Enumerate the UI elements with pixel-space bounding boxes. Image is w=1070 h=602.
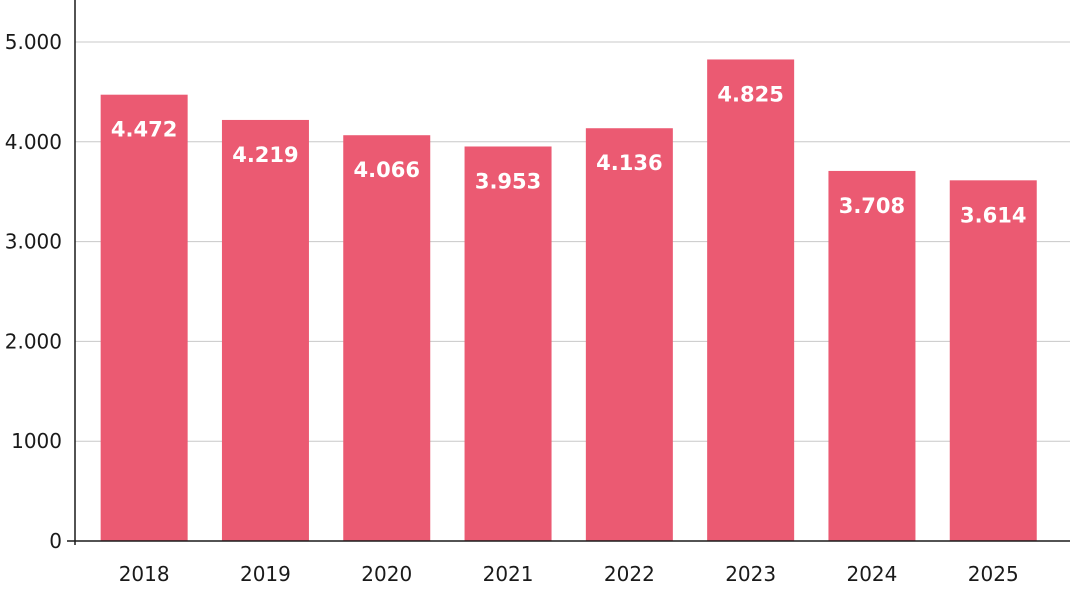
bar-value-label: 4.219	[232, 143, 298, 167]
x-tick-label: 2023	[725, 562, 776, 586]
y-tick-label: 5.000	[5, 30, 62, 54]
bar-2021	[464, 146, 552, 541]
x-axis-tick-labels: 2018 2019 2020 2021 2022 2023 2024 2025	[119, 562, 1019, 586]
bar-2019	[221, 119, 309, 542]
y-tick-label: 3.000	[5, 230, 62, 254]
y-tick-label: 0	[49, 529, 62, 553]
bar-value-labels: 4.472 4.219 4.066 3.953 4.136 4.825 3.708 3.614	[111, 82, 1027, 227]
bar-2018	[100, 94, 188, 541]
x-tick-label: 2018	[119, 562, 170, 586]
bar-value-label: 3.953	[475, 169, 541, 193]
bar-2020	[343, 135, 431, 541]
x-tick-label: 2024	[846, 562, 897, 586]
y-tick-label: 4.000	[5, 130, 62, 154]
bar-value-label: 4.066	[354, 158, 420, 182]
bar-2022	[585, 128, 673, 541]
y-tick-label: 1000	[11, 429, 62, 453]
x-tick-label: 2025	[968, 562, 1019, 586]
y-axis-tick-labels: 0 1000 2.000 3.000 4.000 5.000	[5, 30, 62, 553]
bar-2025	[949, 180, 1037, 541]
x-tick-label: 2019	[240, 562, 291, 586]
bar-value-label: 4.136	[596, 151, 662, 175]
y-tick-label: 2.000	[5, 329, 62, 353]
x-tick-label: 2020	[361, 562, 412, 586]
bar-value-label: 3.614	[960, 203, 1026, 227]
bar-value-label: 4.472	[111, 118, 177, 142]
axes	[67, 0, 1070, 545]
x-tick-label: 2022	[604, 562, 655, 586]
bar-2024	[828, 170, 916, 542]
bar-value-label: 4.825	[717, 82, 783, 106]
bar-value-label: 3.708	[839, 194, 905, 218]
bars	[100, 59, 1037, 542]
bar-2023	[707, 59, 795, 542]
x-tick-label: 2021	[483, 562, 534, 586]
